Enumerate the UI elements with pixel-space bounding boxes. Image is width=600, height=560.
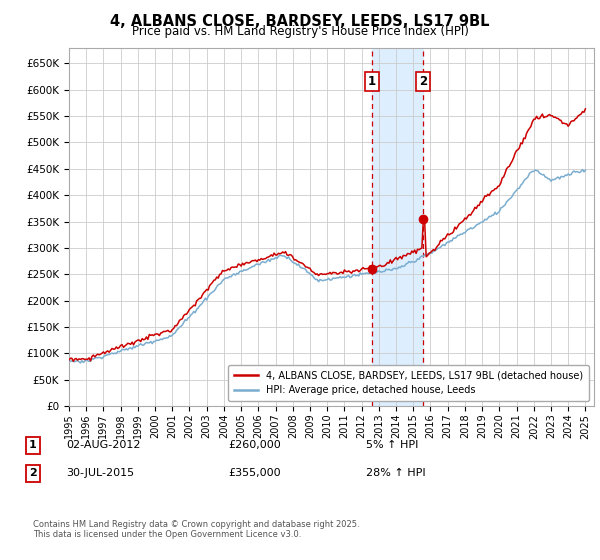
Text: 4, ALBANS CLOSE, BARDSEY, LEEDS, LS17 9BL: 4, ALBANS CLOSE, BARDSEY, LEEDS, LS17 9B… — [110, 14, 490, 29]
Text: 30-JUL-2015: 30-JUL-2015 — [66, 468, 134, 478]
Text: 5% ↑ HPI: 5% ↑ HPI — [366, 440, 418, 450]
Text: Contains HM Land Registry data © Crown copyright and database right 2025.
This d: Contains HM Land Registry data © Crown c… — [33, 520, 359, 539]
Text: 2: 2 — [419, 76, 427, 88]
Text: £355,000: £355,000 — [228, 468, 281, 478]
Text: 1: 1 — [368, 76, 376, 88]
Bar — [371, 48, 423, 406]
Text: £260,000: £260,000 — [228, 440, 281, 450]
Legend: 4, ALBANS CLOSE, BARDSEY, LEEDS, LS17 9BL (detached house), HPI: Average price, : 4, ALBANS CLOSE, BARDSEY, LEEDS, LS17 9B… — [228, 365, 589, 401]
Text: 28% ↑ HPI: 28% ↑ HPI — [366, 468, 425, 478]
Text: 02-AUG-2012: 02-AUG-2012 — [66, 440, 140, 450]
Text: 1: 1 — [29, 440, 37, 450]
Text: 2: 2 — [29, 468, 37, 478]
Text: Price paid vs. HM Land Registry's House Price Index (HPI): Price paid vs. HM Land Registry's House … — [131, 25, 469, 38]
